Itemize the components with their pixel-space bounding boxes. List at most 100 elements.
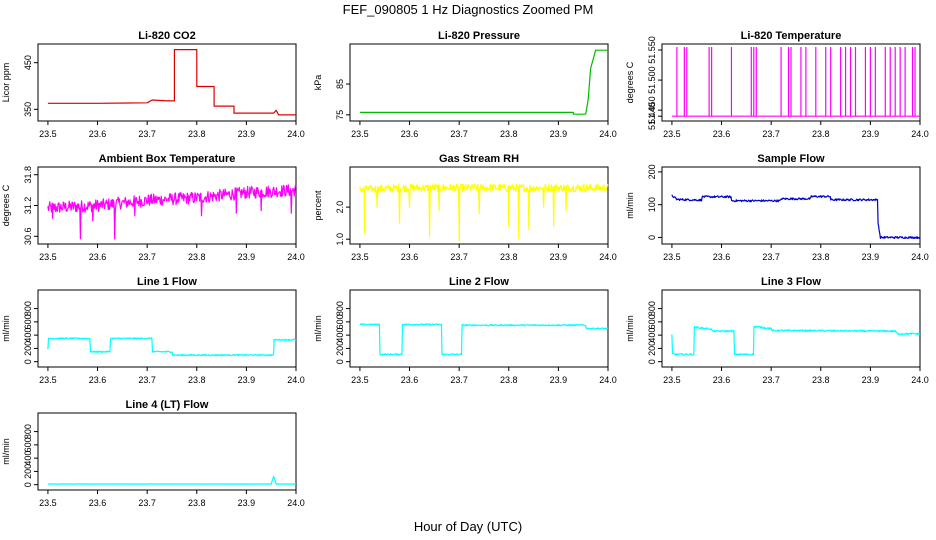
plot-frame (349, 43, 609, 122)
y-tick-label: 450 (23, 55, 33, 70)
panel-title: Gas Stream RH (439, 153, 519, 165)
plot-frame (37, 43, 297, 122)
chart-panel-6: Sample Flow 23.5 23.6 23.7 23.8 23.9 24.0 0 100 2… (625, 153, 929, 262)
x-tick-label: 23.5 (39, 375, 57, 385)
y-tick-label: 200 (23, 341, 33, 356)
y-tick-label: 200 (23, 464, 33, 479)
y-tick-label: 800 (23, 301, 33, 316)
y-tick-label: 600 (23, 314, 33, 329)
y-axis-label: ml/min (1, 438, 11, 465)
chart-panel-8: Line 2 Flow 23.5 23.6 23.7 23.8 23.9 24.0 0 2004… (313, 276, 617, 385)
x-tick-label: 23.9 (238, 252, 256, 262)
y-axis-label: ml/min (625, 315, 635, 342)
chart-panel-10: Line 4 (LT) Flow 23.5 23.6 23.7 23.8 23.9 24.0… (1, 399, 305, 508)
x-tick-label: 23.7 (762, 129, 780, 139)
panel-title: Line 1 Flow (137, 276, 197, 288)
x-tick-label: 23.5 (351, 252, 369, 262)
plot-frame (661, 166, 921, 245)
y-tick-label: 0 (23, 482, 33, 487)
x-tick-label: 24.0 (599, 252, 617, 262)
x-tick-label: 23.6 (89, 498, 107, 508)
x-tick-label: 24.0 (911, 252, 929, 262)
x-tick-label: 23.6 (713, 129, 731, 139)
y-tick-label: 51.550 (647, 36, 657, 64)
x-tick-label: 23.6 (401, 252, 419, 262)
y-axis-label: ml/min (313, 315, 323, 342)
x-tick-label: 24.0 (287, 129, 305, 139)
x-tick-label: 24.0 (599, 375, 617, 385)
y-tick-label: 600 (647, 314, 657, 329)
chart-panels: Li-820 CO2 23.5 23.6 23.7 23.8 23.9 24.0 350 450… (1, 30, 929, 508)
y-tick-label: 800 (335, 301, 345, 316)
x-tick-label: 23.9 (238, 375, 256, 385)
y-tick-label: 31.8 (23, 166, 33, 184)
x-tick-label: 23.7 (762, 375, 780, 385)
x-tick-label: 23.8 (188, 129, 206, 139)
chart-panel-7: Line 1 Flow 23.5 23.6 23.7 23.8 23.9 24.0 0 2004… (1, 276, 305, 385)
y-tick-label: 400 (23, 451, 33, 466)
y-tick-label: 85 (335, 79, 345, 89)
series-line (47, 337, 297, 357)
x-tick-label: 23.6 (401, 129, 419, 139)
x-tick-label: 23.5 (351, 129, 369, 139)
y-tick-label: 100 (647, 197, 657, 212)
x-tick-label: 23.9 (862, 252, 880, 262)
series-line (47, 48, 296, 116)
panel-title: Ambient Box Temperature (99, 153, 236, 165)
x-tick-label: 23.6 (713, 375, 731, 385)
series-line (359, 323, 609, 356)
chart-panel-3: Li-820 Temperature 23.5 23.6 23.7 23.8 23.9 24… (625, 30, 929, 139)
chart-panel-1: Li-820 CO2 23.5 23.6 23.7 23.8 23.9 24.0 350 450… (1, 30, 305, 139)
series-line (671, 325, 921, 356)
y-tick-label: 600 (335, 314, 345, 329)
y-tick-label: 350 (23, 102, 33, 117)
y-tick-label: 200 (335, 341, 345, 356)
chart-panel-2: Li-820 Pressure 23.5 23.6 23.7 23.8 23.9 24.0 7… (313, 30, 617, 139)
chart-panel-9: Line 3 Flow 23.5 23.6 23.7 23.8 23.9 24.0 0 2004… (625, 276, 929, 385)
plot-frame (661, 43, 921, 122)
panel-title: Li-820 CO2 (138, 30, 195, 42)
y-axis-label: degrees C (625, 61, 635, 103)
y-tick-label: 400 (335, 328, 345, 343)
x-tick-label: 24.0 (287, 252, 305, 262)
x-tick-label: 23.5 (39, 252, 57, 262)
x-tick-label: 23.8 (188, 375, 206, 385)
plot-frame (349, 166, 609, 245)
y-tick-label: 400 (647, 328, 657, 343)
x-tick-label: 24.0 (287, 375, 305, 385)
x-tick-label: 23.9 (550, 375, 568, 385)
x-tick-label: 23.5 (663, 375, 681, 385)
x-tick-label: 23.7 (138, 375, 156, 385)
y-axis-label: ml/min (1, 315, 11, 342)
figure-x-axis-label: Hour of Day (UTC) (414, 519, 522, 534)
x-tick-label: 23.8 (500, 375, 518, 385)
plot-frame (37, 289, 297, 368)
x-tick-label: 23.6 (89, 129, 107, 139)
plot-frame (37, 412, 297, 491)
x-tick-label: 24.0 (911, 375, 929, 385)
figure-title: FEF_090805 1 Hz Diagnostics Zoomed PM (343, 2, 594, 17)
x-tick-label: 23.9 (550, 129, 568, 139)
series-line (47, 184, 297, 240)
x-tick-label: 23.7 (138, 129, 156, 139)
x-tick-label: 23.5 (39, 498, 57, 508)
x-tick-label: 23.9 (238, 129, 256, 139)
x-tick-label: 23.9 (862, 129, 880, 139)
x-tick-label: 23.7 (450, 252, 468, 262)
x-tick-label: 24.0 (287, 498, 305, 508)
plot-frame (661, 289, 921, 368)
panel-title: Line 2 Flow (449, 276, 509, 288)
series-line (359, 183, 609, 242)
y-tick-label: 0 (335, 359, 345, 364)
y-axis-label: degrees C (1, 184, 11, 226)
series-line (359, 49, 608, 115)
y-tick-label: 800 (23, 424, 33, 439)
y-tick-label: 400 (23, 328, 33, 343)
y-tick-label: 1.0 (335, 233, 345, 246)
y-tick-label: 600 (23, 437, 33, 452)
x-tick-label: 23.8 (812, 129, 830, 139)
y-tick-label: 0 (647, 235, 657, 240)
x-tick-label: 23.5 (663, 129, 681, 139)
y-tick-label: 0 (23, 359, 33, 364)
y-axis-label: kPa (313, 75, 323, 91)
